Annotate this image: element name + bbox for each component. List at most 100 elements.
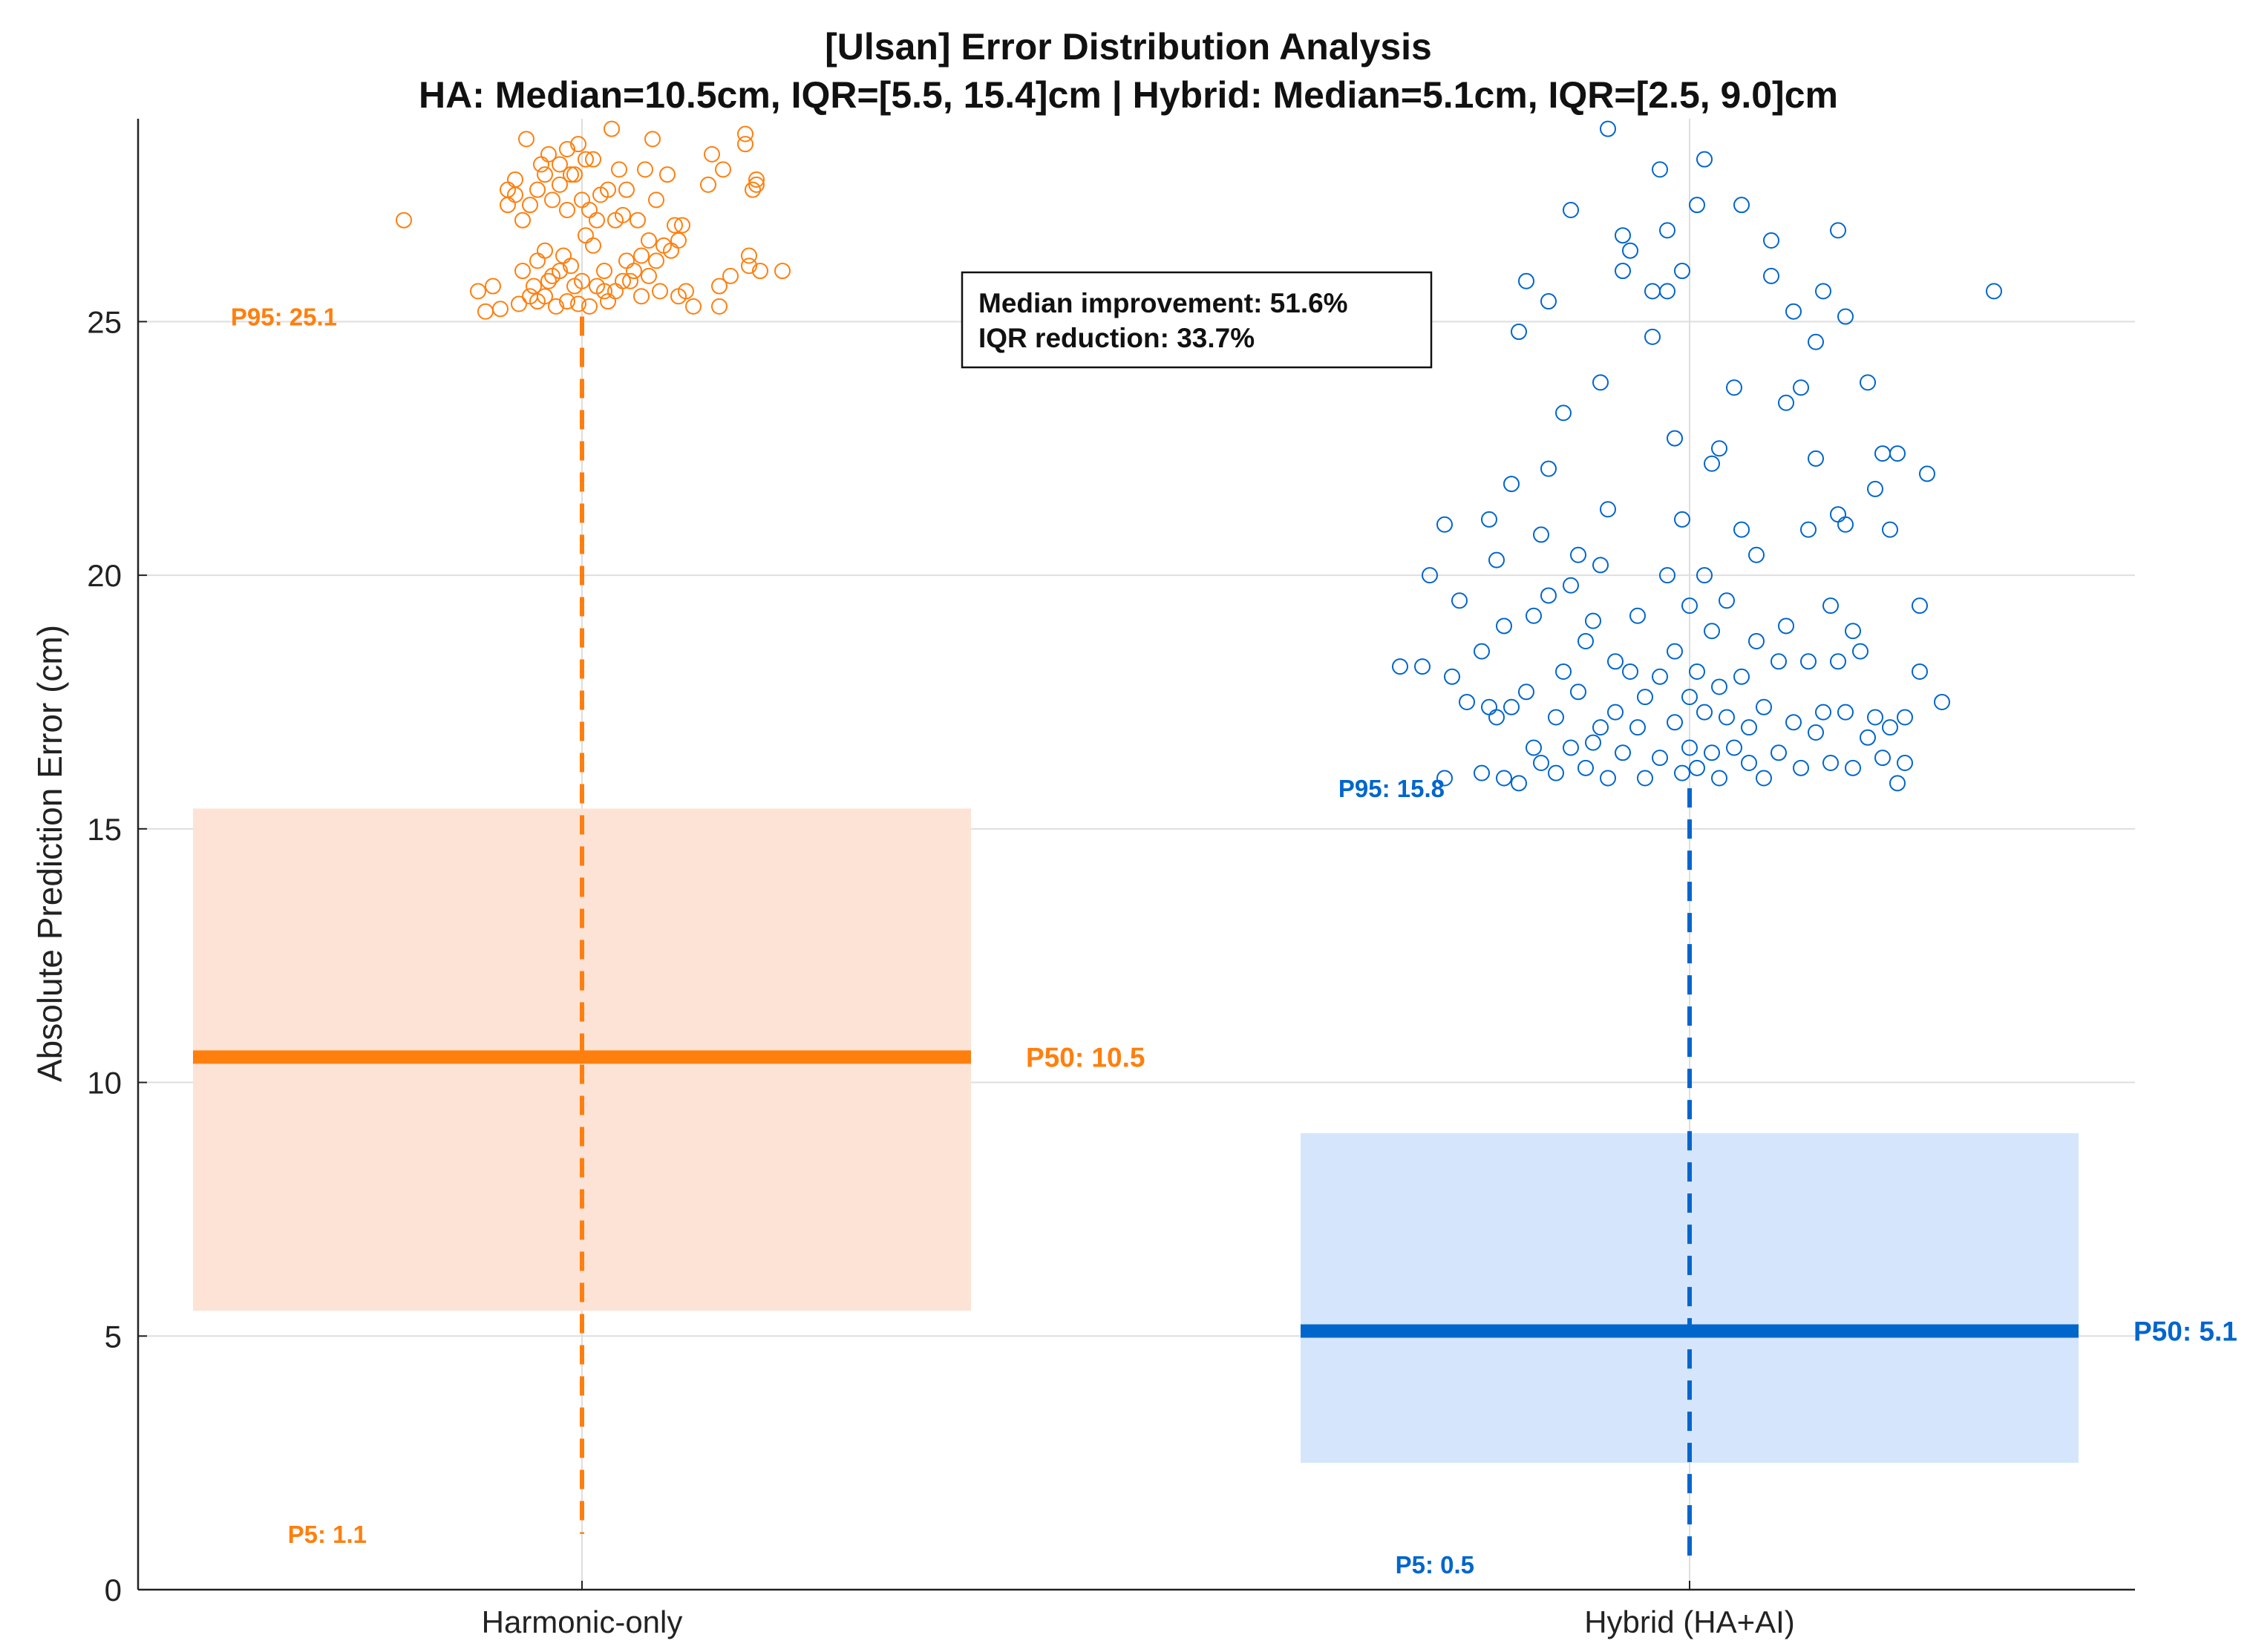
chart-title-line2: HA: Median=10.5cm, IQR=[5.5, 15.4]cm | H… <box>419 74 1838 117</box>
outlier-point <box>596 283 612 300</box>
outlier-point <box>552 263 568 280</box>
median-lines <box>193 1050 2079 1338</box>
outlier-point <box>1600 120 1616 137</box>
outlier-point <box>711 278 728 295</box>
x-tick-label: Hybrid (HA+AI) <box>1584 1605 1795 1639</box>
outlier-point <box>1548 764 1564 781</box>
y-tick-label: 0 <box>105 1573 122 1607</box>
outlier-point <box>1934 693 1950 710</box>
outlier-point <box>1474 764 1490 781</box>
outlier-point <box>470 283 486 300</box>
outlier-point <box>1629 607 1646 624</box>
outlier-point <box>1793 379 1809 396</box>
outlier-point <box>1540 587 1557 604</box>
outlier-point <box>1771 744 1787 761</box>
outlier-point <box>644 131 661 148</box>
outlier-point <box>1629 719 1646 736</box>
outlier-point <box>514 212 531 229</box>
outlier-point <box>507 171 523 189</box>
outlier-point <box>1830 653 1846 670</box>
outlier-point <box>1696 151 1713 168</box>
annotation-line2: IQR reduction: 33.7% <box>978 323 1255 353</box>
outlier-point <box>1889 775 1906 792</box>
outlier-point <box>1874 750 1891 767</box>
outlier-point <box>1711 678 1727 695</box>
outlier-point <box>1526 739 1542 756</box>
outlier-point <box>670 232 687 249</box>
y-tick-label: 10 <box>87 1066 122 1101</box>
outlier-point <box>1481 511 1497 528</box>
outlier-point <box>537 166 553 183</box>
outlier-point <box>544 191 560 209</box>
outlier-point <box>1615 744 1631 761</box>
outlier-point <box>1689 759 1705 776</box>
whiskers <box>580 316 1692 1564</box>
outlier-point <box>1592 374 1609 391</box>
outlier-point <box>648 191 664 209</box>
outlier-point <box>1511 324 1527 341</box>
outlier-point <box>589 212 605 229</box>
outlier-point <box>685 298 702 315</box>
outlier-point <box>1488 551 1505 568</box>
percentile-labels: P50: 10.5 P95: 25.1 P5: 1.1 P50: 5.1 P95: 15… <box>231 304 2237 1579</box>
outlier-point <box>396 212 412 229</box>
outlier-point <box>678 283 694 300</box>
outlier-point <box>585 151 601 168</box>
outlier-point <box>574 272 590 289</box>
outlier-point <box>1867 480 1883 497</box>
outlier-point <box>1897 709 1913 726</box>
outlier-point <box>1771 653 1787 670</box>
outlier-point <box>1570 684 1586 701</box>
outlier-point <box>1733 197 1750 214</box>
outlier-point <box>1860 729 1876 746</box>
outlier-point <box>1852 643 1868 660</box>
outlier-point <box>1696 567 1713 584</box>
outlier-point <box>1459 693 1475 710</box>
outlier-point <box>1681 597 1698 614</box>
outlier-point <box>1644 328 1661 345</box>
outlier-point <box>485 278 501 295</box>
chart-title-line1: [Ulsan] Error Distribution Analysis <box>825 26 1432 68</box>
y-ticks: 0 5 10 15 20 25 <box>87 304 147 1607</box>
outlier-point <box>1659 567 1675 584</box>
outlier-point <box>1830 222 1846 239</box>
outlier-point <box>492 301 509 318</box>
outlier-point <box>1533 526 1549 543</box>
outlier-point <box>1436 516 1453 533</box>
outlier-point <box>1897 754 1913 771</box>
outlier-point <box>1622 242 1638 259</box>
outlier-point <box>1474 643 1490 660</box>
outlier-point <box>737 125 753 142</box>
outlier-point <box>1986 283 2002 300</box>
outlier-point <box>1778 617 1794 635</box>
x-ticks: Harmonic-only Hybrid (HA+AI) <box>482 1581 1795 1639</box>
outlier-point <box>1837 704 1854 721</box>
outlier-point <box>615 206 631 223</box>
outlier-point <box>1704 623 1720 640</box>
outlier-point <box>1652 161 1668 178</box>
outlier-point <box>1889 445 1906 462</box>
outlier-point <box>1674 511 1690 528</box>
outlier-point <box>1503 476 1520 493</box>
outlier-point <box>559 202 575 219</box>
outlier-point <box>648 252 664 269</box>
outlier-point <box>700 176 716 193</box>
outlier-point <box>1882 521 1898 538</box>
outlier-point <box>1667 714 1683 731</box>
outlier-point <box>1436 770 1453 787</box>
outlier-point <box>1518 272 1534 289</box>
outlier-point <box>667 217 683 234</box>
outlier-point <box>540 272 557 289</box>
outlier-point <box>752 263 768 280</box>
outlier-point <box>1912 663 1928 680</box>
outlier-point <box>1837 516 1854 533</box>
outlier-point <box>704 145 720 163</box>
outlier-point <box>1822 597 1839 614</box>
outlier-point <box>559 293 575 310</box>
outlier-point <box>1577 632 1594 649</box>
outlier-point <box>559 141 575 158</box>
outlier-point <box>659 166 676 183</box>
outlier-point <box>637 161 653 178</box>
outlier-point <box>1837 308 1854 325</box>
annotation-line1: Median improvement: 51.6% <box>978 288 1348 318</box>
